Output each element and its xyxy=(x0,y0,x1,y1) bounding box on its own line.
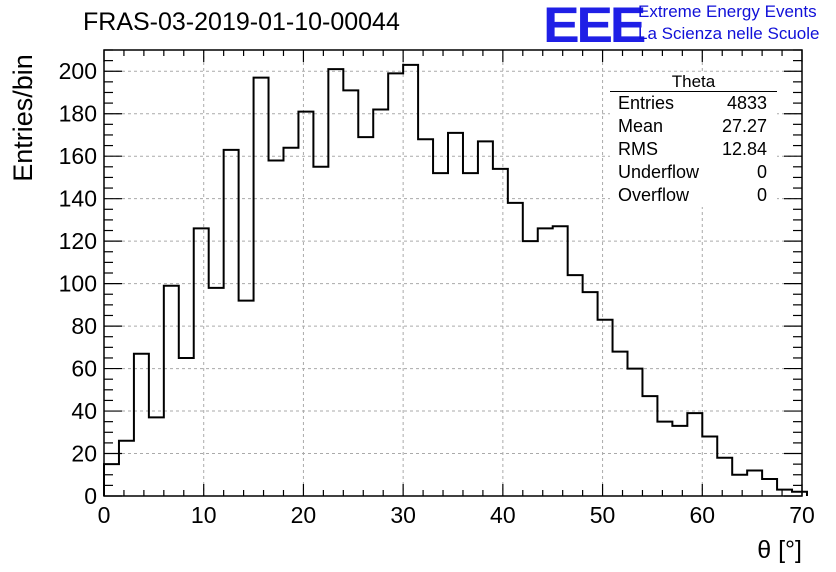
y-axis-label: Entries/bin xyxy=(8,54,38,182)
x-tick-labels: 0 10 20 30 40 50 60 70 xyxy=(98,502,815,528)
stats-label: Overflow xyxy=(618,185,690,205)
x-axis-label: θ [°] xyxy=(757,536,802,564)
x-tick-label: 70 xyxy=(789,502,815,528)
x-tick-label: 40 xyxy=(490,502,516,528)
stats-value: 0 xyxy=(756,185,767,205)
stats-row-entries: Entries 4833 xyxy=(610,92,777,115)
run-title: FRAS-03-2019-01-10-00044 xyxy=(83,8,400,36)
histogram-step-line xyxy=(103,63,808,496)
stats-row-mean: Mean 27.27 xyxy=(610,115,777,138)
stats-value: 0 xyxy=(756,162,767,182)
y-tick-label: 120 xyxy=(59,228,97,254)
x-tick-label: 50 xyxy=(590,502,616,528)
x-tick-label: 20 xyxy=(291,502,317,528)
stats-value: 4833 xyxy=(726,93,767,113)
stats-label: Entries xyxy=(618,93,675,113)
x-tick-label: 10 xyxy=(191,502,217,528)
y-tick-labels: 0 20 40 60 80 100 120 140 160 180 200 xyxy=(59,58,97,509)
stats-title: Theta xyxy=(610,73,777,92)
x-tick-label: 30 xyxy=(390,502,416,528)
y-tick-label: 20 xyxy=(71,441,97,467)
y-tick-label: 160 xyxy=(59,143,97,169)
axis-ticks xyxy=(103,49,803,497)
grid-lines xyxy=(104,50,802,496)
x-tick-label: 60 xyxy=(689,502,715,528)
y-tick-label: 40 xyxy=(71,398,97,424)
logo-subtitle-line1: Extreme Energy Events xyxy=(638,2,817,21)
y-tick-label: 60 xyxy=(71,356,97,382)
logo-subtitle-line2: La Scienza nelle Scuole xyxy=(638,24,820,43)
y-tick-label: 200 xyxy=(59,58,97,84)
y-tick-label: 80 xyxy=(71,313,97,339)
stats-row-rms: RMS 12.84 xyxy=(610,138,777,161)
y-tick-label: 140 xyxy=(59,186,97,212)
eee-logo: EEE xyxy=(543,0,646,53)
y-tick-label: 0 xyxy=(84,483,97,509)
stats-row-overflow: Overflow 0 xyxy=(610,184,777,207)
stats-value: 12.84 xyxy=(721,139,767,159)
x-tick-label: 0 xyxy=(98,502,111,528)
stats-label: Mean xyxy=(618,116,664,136)
stats-label: RMS xyxy=(618,139,658,159)
stats-row-underflow: Underflow 0 xyxy=(610,161,777,184)
stats-value: 27.27 xyxy=(721,116,767,136)
y-tick-label: 180 xyxy=(59,101,97,127)
stats-box: Theta Entries 4833 Mean 27.27 RMS 12.84 … xyxy=(610,73,777,207)
y-tick-label: 100 xyxy=(59,271,97,297)
stats-label: Underflow xyxy=(618,162,700,182)
